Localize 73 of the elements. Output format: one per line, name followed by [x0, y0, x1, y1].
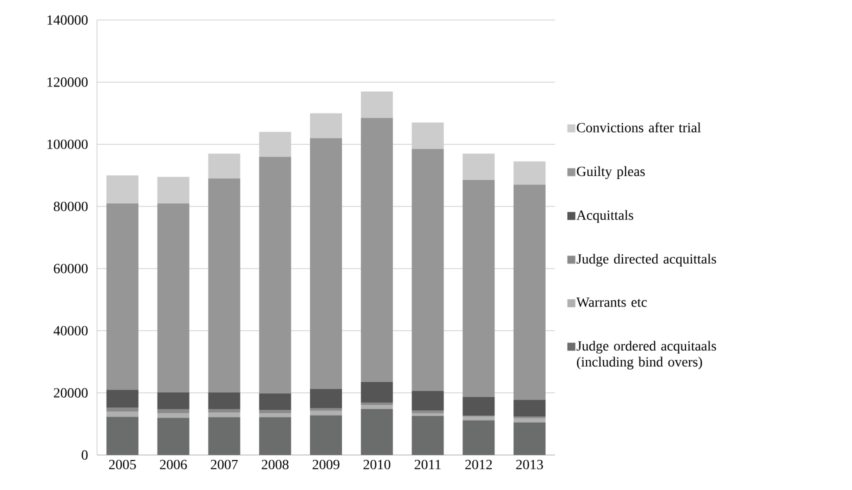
- bar: [259, 410, 292, 414]
- y-tick-label: 100000: [48, 140, 88, 149]
- bar: [106, 407, 138, 412]
- bar: [310, 410, 342, 416]
- y-tick-label: 120000: [48, 77, 88, 87]
- bar: [412, 390, 444, 411]
- bar: [462, 154, 495, 180]
- bar: [514, 161, 546, 185]
- x-tick-label: 2012: [465, 460, 492, 470]
- x-tick-label: 2007: [210, 460, 238, 470]
- y-tick-label: 40000: [54, 326, 88, 336]
- bar: [208, 392, 240, 410]
- bar: [310, 408, 342, 411]
- bar: [360, 118, 393, 382]
- bar: [259, 413, 292, 418]
- legend-label: Judge ordered acquitaals (including bind overs): [576, 340, 716, 370]
- bar: [360, 405, 393, 410]
- bar: [106, 390, 138, 408]
- legend-label: Guilty pleas: [576, 166, 645, 179]
- bar: [360, 402, 393, 406]
- bar: [157, 418, 190, 455]
- y-tick-label: 0: [82, 450, 88, 460]
- bar: [259, 132, 292, 157]
- bar: [310, 415, 342, 455]
- x-tick-label: 2013: [516, 460, 543, 470]
- bar: [412, 410, 444, 414]
- bar: [360, 409, 393, 455]
- bar: [514, 422, 546, 455]
- y-tick-label: 60000: [54, 264, 88, 274]
- x-tick-label: 2006: [160, 460, 187, 470]
- bar: [106, 416, 138, 455]
- legend-label: Convictions after trial: [576, 122, 701, 132]
- bar: [157, 176, 190, 204]
- bar: [412, 122, 444, 149]
- y-tick-label: 80000: [54, 202, 88, 212]
- bar: [106, 175, 138, 204]
- bar: [412, 413, 444, 416]
- bar: [360, 382, 393, 402]
- legend-label: Judge directed acquittals: [576, 254, 716, 267]
- bar: [462, 396, 495, 416]
- bar: [310, 388, 342, 408]
- bar: [412, 416, 444, 455]
- bar: [157, 409, 190, 414]
- bar: [208, 417, 240, 455]
- bar: [259, 156, 292, 394]
- bar: [360, 91, 393, 118]
- y-tick-label: 20000: [54, 388, 88, 398]
- y-tick-label: 140000: [48, 15, 88, 25]
- x-tick-label: 2010: [364, 460, 390, 470]
- bar: [157, 413, 190, 418]
- bar: [208, 412, 240, 418]
- bar: [259, 393, 292, 410]
- x-tick-label: 2011: [414, 460, 441, 470]
- bar: [310, 138, 342, 389]
- bar: [514, 400, 546, 417]
- bar: [412, 148, 444, 391]
- legend-label: Warrants etc: [576, 298, 647, 307]
- bar: [157, 392, 190, 410]
- x-tick-label: 2005: [109, 460, 136, 470]
- bar: [208, 154, 240, 178]
- bar: [310, 113, 342, 138]
- bar: [157, 203, 190, 392]
- bar: [462, 420, 495, 455]
- bar: [514, 184, 546, 400]
- bar: [462, 180, 495, 397]
- legend-label: Acquittals: [576, 210, 634, 223]
- bar: [106, 412, 138, 417]
- bar: [259, 417, 292, 455]
- bar: [106, 203, 138, 390]
- bar: [514, 418, 546, 422]
- x-tick-label: 2009: [312, 460, 340, 470]
- x-tick-label: 2008: [262, 460, 289, 470]
- bar: [208, 178, 240, 393]
